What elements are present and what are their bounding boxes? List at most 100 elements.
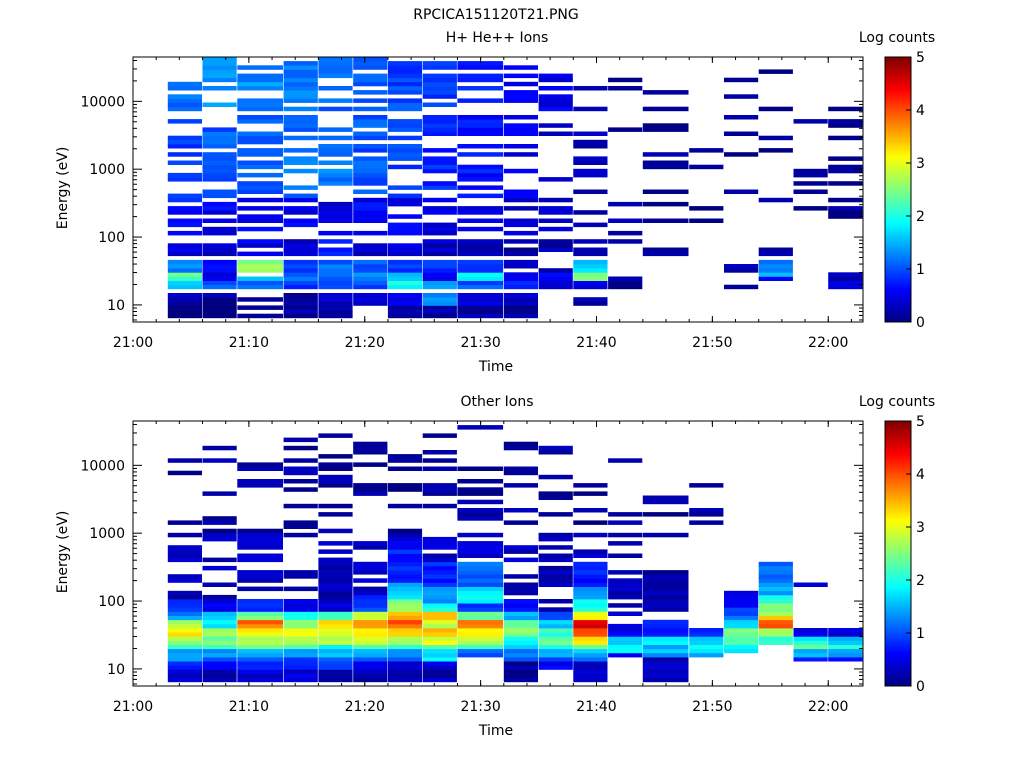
heatmap-cell <box>573 644 608 650</box>
heatmap-cell <box>573 665 608 670</box>
heatmap-cell <box>353 280 388 286</box>
heatmap-cell <box>573 599 608 604</box>
heatmap-cell <box>793 657 828 662</box>
heatmap-cell <box>457 553 504 558</box>
y-axis-label: Energy (eV) <box>55 147 71 230</box>
heatmap-cell <box>642 669 689 674</box>
colorbar-segment <box>885 275 911 279</box>
plot-axes: 21:00 21:10 21:20 21:30 21:40 21:50 22:00 10 100… <box>80 56 864 351</box>
heatmap-cell <box>573 590 608 596</box>
heatmap-cell <box>387 90 423 95</box>
heatmap-cell <box>202 491 237 496</box>
heatmap-cell <box>318 106 353 112</box>
y-tick-label: 10 <box>107 298 125 314</box>
heatmap-cell <box>457 247 504 252</box>
colorbar-tick-label: 0 <box>916 315 925 331</box>
colorbar-segment <box>885 443 911 446</box>
heatmap-cell <box>202 619 237 625</box>
heatmap-cell <box>608 611 643 616</box>
heatmap-cell <box>573 628 608 633</box>
heatmap-cell <box>237 115 283 120</box>
heatmap-cell <box>353 177 388 182</box>
heatmap-cell <box>503 636 538 641</box>
heatmap-cell <box>608 284 643 290</box>
heatmap-cell <box>387 305 423 310</box>
heatmap-cell <box>387 284 423 290</box>
heatmap-cell <box>318 172 353 178</box>
heatmap-cell <box>422 185 457 190</box>
heatmap-cell <box>353 77 388 83</box>
heatmap-cell <box>387 201 423 207</box>
colorbar-segment <box>885 72 911 76</box>
heatmap-cell <box>642 582 689 587</box>
heatmap-cell <box>758 106 793 112</box>
heatmap-cell <box>167 590 202 596</box>
heatmap-cell <box>538 268 573 273</box>
heatmap-cell <box>353 297 388 302</box>
heatmap-cell <box>318 181 353 186</box>
heatmap-cell <box>503 144 538 149</box>
heatmap-cell <box>283 210 318 215</box>
heatmap-cells <box>167 425 863 683</box>
heatmap-cell <box>318 313 353 319</box>
heatmap-cell <box>283 65 318 70</box>
colorbar-segment <box>885 630 911 634</box>
heatmap-cell <box>642 152 689 157</box>
heatmap-cell <box>457 652 504 658</box>
heatmap-cell <box>283 648 318 654</box>
heatmap-cell <box>538 512 573 517</box>
heatmap-cell <box>422 673 457 679</box>
heatmap-cell <box>202 259 237 265</box>
heatmap-cell <box>202 565 237 571</box>
heatmap-cell <box>283 156 318 161</box>
heatmap-cell <box>828 164 863 170</box>
heatmap-cell <box>689 644 724 650</box>
heatmap-cell <box>387 185 423 190</box>
heatmap-cell <box>608 276 643 281</box>
heatmap-cell <box>457 590 504 596</box>
heatmap-cell <box>387 661 423 666</box>
heatmap-cell <box>503 628 538 633</box>
heatmap-cell <box>642 495 689 500</box>
heatmap-cell <box>387 619 423 625</box>
heatmap-cell <box>608 230 643 236</box>
heatmap-cell <box>538 665 573 670</box>
heatmap-cell <box>202 193 237 199</box>
heatmap-cell <box>202 536 237 542</box>
heatmap-cell <box>202 603 237 608</box>
heatmap-cell <box>828 284 863 290</box>
heatmap-cell <box>689 148 724 153</box>
heatmap-cell <box>237 636 283 641</box>
heatmap-cell <box>283 119 318 124</box>
heatmap-cell <box>793 168 828 174</box>
heatmap-cell <box>422 131 457 136</box>
heatmap-cell <box>608 239 643 244</box>
heatmap-cell <box>758 574 793 579</box>
x-axis-label: Time <box>478 723 513 739</box>
heatmap-cell <box>283 669 318 674</box>
heatmap-cell <box>387 98 423 103</box>
heatmap-cell <box>353 230 388 236</box>
colorbar-segment <box>885 129 911 133</box>
heatmap-cell <box>283 599 318 604</box>
colorbar: 0 1 2 3 4 5 <box>884 414 925 695</box>
heatmap-cell <box>642 218 689 223</box>
heatmap-cell <box>202 623 237 629</box>
heatmap-cell <box>457 628 504 633</box>
colorbar-segment <box>885 518 911 521</box>
heatmap-cell <box>237 86 283 91</box>
colorbar-segment <box>885 227 911 230</box>
heatmap-cell <box>387 214 423 219</box>
heatmap-cell <box>573 297 608 302</box>
heatmap-cell <box>283 628 318 633</box>
heatmap-cell <box>353 81 388 87</box>
heatmap-cell <box>167 470 202 476</box>
heatmap-cell <box>758 69 793 74</box>
colorbar-segment <box>885 98 911 102</box>
heatmap-cell <box>167 272 202 277</box>
heatmap-cell <box>318 272 353 277</box>
heatmap-cell <box>503 549 538 554</box>
colorbar-segment <box>885 421 911 424</box>
colorbar-segment <box>885 282 911 285</box>
colorbar-segment <box>885 59 911 62</box>
